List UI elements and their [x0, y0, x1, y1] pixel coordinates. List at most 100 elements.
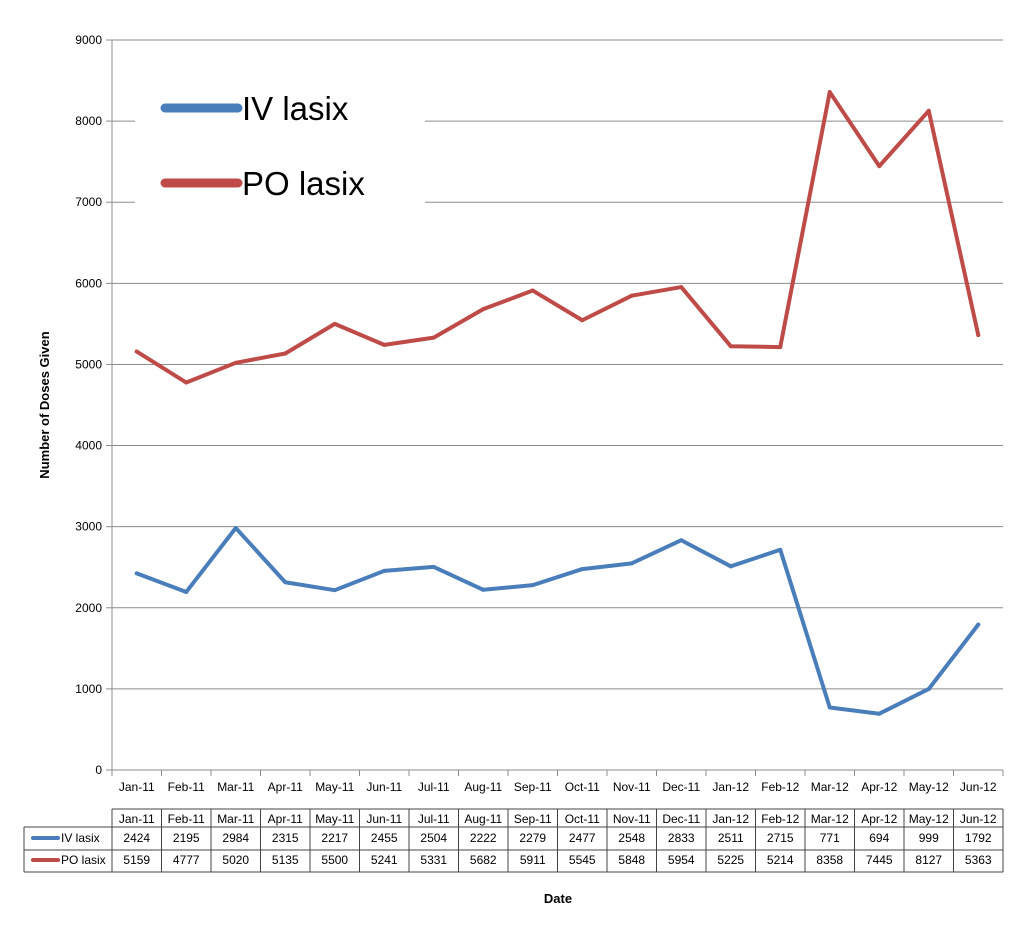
y-tick-label: 1000	[75, 682, 102, 696]
table-cell: 8127	[915, 853, 942, 867]
table-cell: 4777	[173, 853, 200, 867]
table-row-label: IV lasix	[61, 831, 100, 845]
table-cell: 999	[919, 831, 939, 845]
table-header-cell: Mar-12	[811, 812, 849, 826]
data-point	[926, 108, 931, 113]
table-cell: 5545	[569, 853, 596, 867]
table-header-cell: Jan-12	[712, 812, 749, 826]
table-header-cell: Feb-11	[168, 812, 205, 826]
x-tick-label: Dec-11	[662, 780, 700, 794]
table-cell: 5954	[668, 853, 695, 867]
table-cell: 2279	[519, 831, 546, 845]
data-point	[530, 288, 535, 293]
series-line-1	[134, 90, 981, 385]
table-cell: 2477	[569, 831, 596, 845]
table-header-cell: Sep-11	[514, 812, 552, 826]
data-point	[332, 321, 337, 326]
table-row-label: PO lasix	[61, 853, 106, 867]
data-point	[481, 587, 486, 592]
data-point	[431, 335, 436, 340]
table-cell: 5363	[965, 853, 992, 867]
data-point	[778, 547, 783, 552]
table-cell: 1792	[965, 831, 992, 845]
x-tick-label: Mar-11	[217, 780, 254, 794]
data-point	[827, 705, 832, 710]
table-header-cell: May-11	[315, 812, 354, 826]
data-point	[778, 345, 783, 350]
table-cell: 2455	[371, 831, 398, 845]
table-cell: 5214	[767, 853, 794, 867]
data-point	[233, 360, 238, 365]
series	[134, 90, 981, 716]
series-line-0	[134, 525, 981, 716]
legend: IV lasix PO lasix	[135, 70, 425, 230]
table-cell: 694	[869, 831, 889, 845]
x-tick-label: Nov-11	[613, 780, 651, 794]
table-cell: 2217	[321, 831, 348, 845]
table-cell: 5135	[272, 853, 299, 867]
table-cell: 5682	[470, 853, 497, 867]
data-point	[184, 589, 189, 594]
data-table: Jan-11 Feb-11 Mar-11 Apr-11 May-11 Jun-11 Jul-…	[23, 808, 1004, 873]
table-cell: 2315	[272, 831, 299, 845]
x-tick-label: Jun-12	[960, 780, 997, 794]
data-point	[580, 567, 585, 572]
data-point	[629, 293, 634, 298]
data-point	[481, 307, 486, 312]
table-cell: 5241	[371, 853, 398, 867]
data-point	[382, 568, 387, 573]
y-tick-label: 4000	[75, 439, 102, 453]
x-tick-label: Feb-11	[168, 780, 205, 794]
table-header-cell: Jun-12	[960, 812, 997, 826]
table-cell: 5848	[618, 853, 645, 867]
data-point	[233, 525, 238, 530]
table-cell: 2195	[173, 831, 200, 845]
table-cell: 771	[820, 831, 840, 845]
table-header-cell: Oct-11	[565, 812, 600, 826]
table-header-cell: Jul-11	[418, 812, 450, 826]
data-point	[283, 351, 288, 356]
y-axis-title: Number of Doses Given	[37, 331, 52, 478]
x-tick-label: May-11	[315, 780, 354, 794]
table-cell: 2984	[222, 831, 249, 845]
table-header-cell: Apr-12	[861, 812, 897, 826]
data-point	[184, 380, 189, 385]
data-point	[976, 333, 981, 338]
data-point	[827, 90, 832, 95]
data-point	[728, 344, 733, 349]
x-tick-label: Mar-12	[811, 780, 849, 794]
y-tick-label: 7000	[75, 195, 102, 209]
data-point	[283, 580, 288, 585]
data-point	[877, 711, 882, 716]
data-point	[382, 342, 387, 347]
x-tick-label: Jun-11	[366, 780, 402, 794]
x-tick-label: May-12	[909, 780, 949, 794]
x-axis-title: Date	[544, 891, 572, 906]
table-cell: 8358	[816, 853, 843, 867]
table-header-cell: Jun-11	[366, 812, 402, 826]
data-point	[134, 571, 139, 576]
y-tick-label: 9000	[75, 33, 102, 47]
table-cell: 2511	[718, 831, 744, 845]
data-point	[332, 588, 337, 593]
x-tick-label: Jan-12	[712, 780, 749, 794]
table-cell: 5911	[520, 853, 546, 867]
table-header-cell: Mar-11	[217, 812, 254, 826]
table-cell: 2548	[618, 831, 645, 845]
table-cell: 5020	[222, 853, 249, 867]
legend-label: PO lasix	[242, 165, 365, 202]
data-point	[580, 318, 585, 323]
axes: 0 1000 2000 3000 4000 5000 6000 7000 8000 9000 Jan…	[75, 33, 1004, 794]
table-cell: 5500	[321, 853, 348, 867]
table-header-cell: Nov-11	[613, 812, 651, 826]
data-point	[728, 564, 733, 569]
data-point	[679, 285, 684, 290]
y-tick-label: 8000	[75, 114, 102, 128]
x-tick-label: Feb-12	[761, 780, 799, 794]
x-tick-label: Sep-11	[514, 780, 552, 794]
data-point	[877, 164, 882, 169]
table-cell: 2504	[420, 831, 447, 845]
x-tick-label: Apr-11	[268, 780, 303, 794]
data-point	[976, 622, 981, 627]
